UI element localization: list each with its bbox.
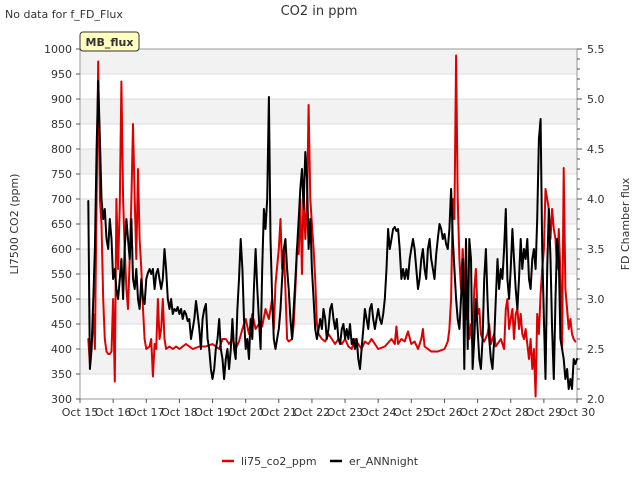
plot-band (80, 149, 577, 174)
y-tick-label: 450 (51, 318, 72, 331)
y2-tick-label: 2.0 (587, 393, 605, 406)
x-tick-label: Oct 19 (194, 406, 231, 419)
y-axis-right: 2.0 2.5 3.0 3.5 4.0 4.5 5.0 5.5 (577, 43, 605, 406)
y-axis-label: LI7500 CO2 (ppm) (8, 174, 21, 275)
x-tick-label: Oct 23 (327, 406, 364, 419)
y2-tick-label: 2.5 (587, 343, 605, 356)
x-tick-label: Oct 17 (128, 406, 165, 419)
x-tick-label: Oct 21 (261, 406, 298, 419)
x-tick-label: Oct 25 (393, 406, 430, 419)
plot-band (80, 199, 577, 224)
plot-background-bands (80, 49, 577, 374)
y-tick-label: 900 (51, 93, 72, 106)
y-tick-label: 1000 (44, 43, 72, 56)
svg-text:MB_flux: MB_flux (86, 36, 134, 49)
y2-tick-label: 4.5 (587, 143, 605, 156)
y2-tick-label: 3.5 (587, 243, 605, 256)
svg-text:li75_co2_ppm: li75_co2_ppm (241, 455, 317, 468)
y2-axis-label: FD Chamber flux (619, 177, 632, 270)
y-tick-label: 800 (51, 143, 72, 156)
y2-tick-label: 4.0 (587, 193, 605, 206)
y-tick-label: 850 (51, 118, 72, 131)
x-tick-label: Oct 16 (95, 406, 132, 419)
y-tick-label: 300 (51, 393, 72, 406)
y-tick-label: 350 (51, 368, 72, 381)
y-tick-label: 750 (51, 168, 72, 181)
x-tick-label: Oct 27 (459, 406, 496, 419)
y-tick-label: 600 (51, 243, 72, 256)
mb-flux-badge: MB_flux (79, 31, 140, 52)
y2-tick-label: 5.0 (587, 93, 605, 106)
series-lines (87, 54, 578, 398)
x-tick-label: Oct 24 (360, 406, 397, 419)
y-axis-left: 300 350 400 450 500 550 600 650 700 750 800 850 900 9… (44, 43, 80, 406)
y-tick-label: 700 (51, 193, 72, 206)
x-tick-label: Oct 29 (526, 406, 563, 419)
svg-text:er_ANNnight: er_ANNnight (349, 455, 419, 468)
x-tick-label: Oct 30 (559, 406, 596, 419)
y-tick-label: 500 (51, 293, 72, 306)
x-tick-label: Oct 26 (426, 406, 463, 419)
y2-tick-label: 5.5 (587, 43, 605, 56)
no-data-note: No data for f_FD_Flux (5, 8, 123, 21)
x-tick-label: Oct 22 (294, 406, 331, 419)
y-tick-label: 400 (51, 343, 72, 356)
x-tick-label: Oct 18 (161, 406, 198, 419)
x-tick-label: Oct 15 (62, 406, 99, 419)
legend-item-li75: li75_co2_ppm (222, 455, 317, 468)
series-line-er-annnight (87, 80, 578, 390)
legend: li75_co2_ppm er_ANNnight (222, 455, 419, 468)
plot-band (80, 99, 577, 124)
y-tick-label: 550 (51, 268, 72, 281)
y-tick-label: 950 (51, 68, 72, 81)
legend-item-er-annnight: er_ANNnight (330, 455, 419, 468)
plot-band (80, 49, 577, 74)
y-tick-label: 650 (51, 218, 72, 231)
x-tick-label: Oct 28 (492, 406, 529, 419)
x-tick-label: Oct 20 (227, 406, 264, 419)
chart-title: CO2 in ppm (281, 4, 358, 19)
y2-tick-label: 3.0 (587, 293, 605, 306)
